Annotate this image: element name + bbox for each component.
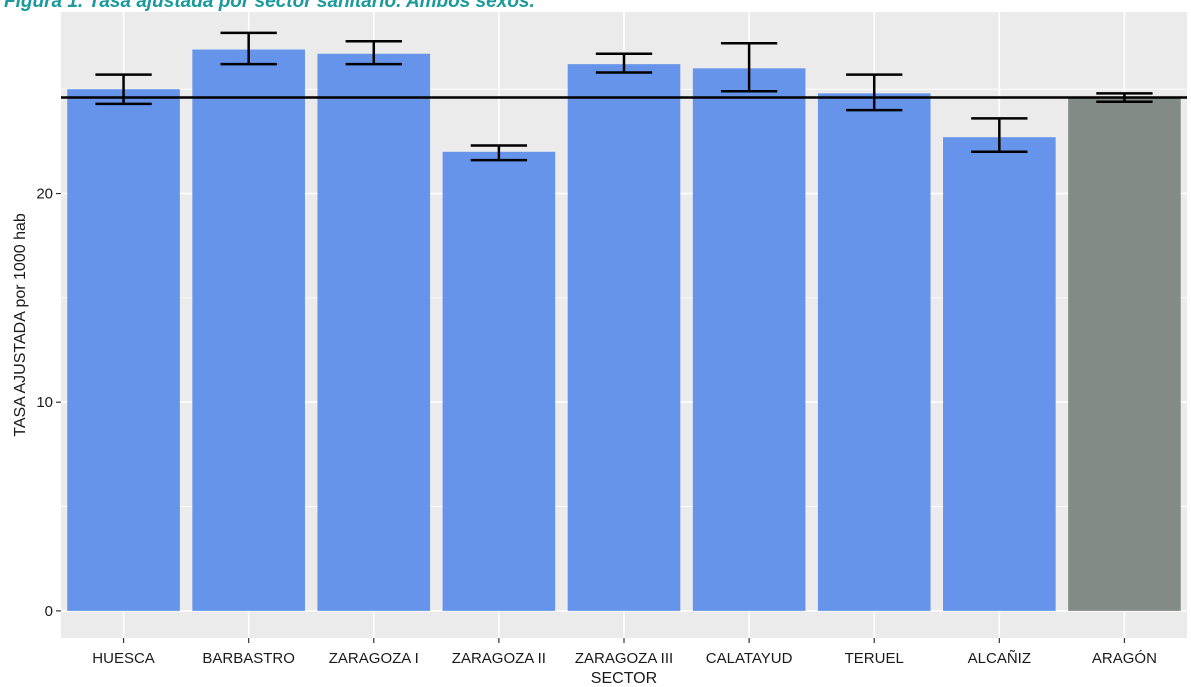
- bar: [317, 53, 431, 611]
- error-bar: [470, 144, 528, 162]
- figure-title: Figura 1. Tasa ajustada por sector sanit…: [4, 0, 535, 12]
- y-axis-ticks: 0 10 20: [36, 186, 61, 620]
- error-bar: [971, 117, 1028, 154]
- x-tick-label: ARAGÓN: [1092, 650, 1157, 667]
- bar: [567, 64, 681, 611]
- bar: [817, 93, 931, 611]
- error-bar: [720, 42, 778, 93]
- y-tick-label: 20: [36, 186, 53, 203]
- bar: [67, 89, 180, 611]
- error-bar: [345, 39, 402, 66]
- error-bar: [595, 52, 653, 74]
- bar: [943, 137, 1056, 611]
- x-tick-label: TERUEL: [845, 650, 904, 667]
- x-tick-label: ZARAGOZA III: [575, 650, 673, 667]
- x-tick-label: CALATAYUD: [706, 650, 793, 667]
- error-bars: [95, 31, 1153, 162]
- x-tick-label: BARBASTRO: [202, 650, 295, 667]
- error-bar: [220, 31, 277, 66]
- error-bar: [846, 73, 903, 112]
- x-axis-title: SECTOR: [591, 670, 657, 687]
- x-tick-label: HUESCA: [92, 650, 155, 667]
- y-axis-title: TASA AJUSTADA por 1000 hab: [12, 213, 29, 437]
- bar: [442, 151, 556, 611]
- x-tick-label: ALCAÑIZ: [968, 650, 1031, 667]
- bar: [692, 68, 806, 611]
- x-tick-label: ZARAGOZA II: [452, 650, 546, 667]
- y-tick-label: 10: [36, 394, 53, 411]
- bar: [192, 49, 305, 611]
- bars: [67, 49, 1181, 611]
- y-tick-label: 0: [45, 603, 53, 620]
- x-tick-label: ZARAGOZA I: [329, 650, 419, 667]
- error-bar: [95, 73, 152, 106]
- x-axis-ticks: HUESCA BARBASTRO ZARAGOZA I ZARAGOZA II ZARA…: [92, 638, 1157, 667]
- bar: [1068, 97, 1181, 611]
